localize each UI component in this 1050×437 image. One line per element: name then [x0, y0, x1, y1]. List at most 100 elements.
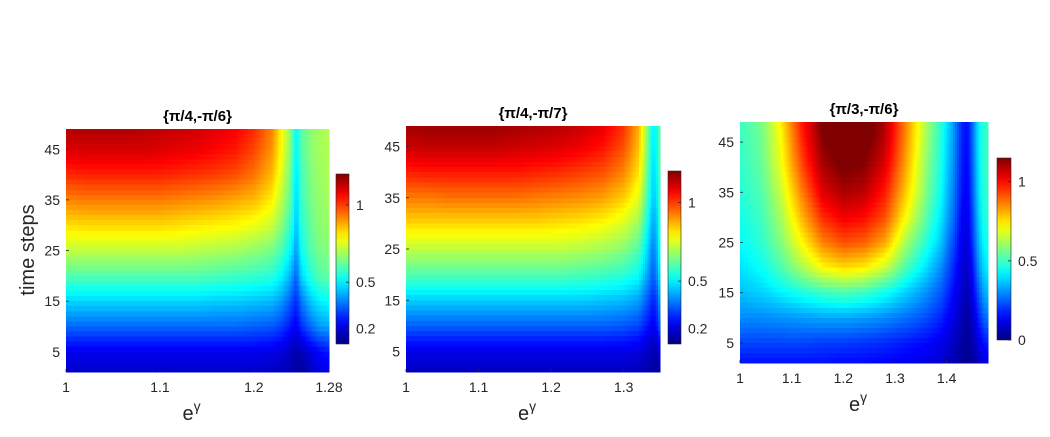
heatmap-cell: [212, 144, 216, 150]
heatmap-cell: [282, 159, 286, 166]
heatmap-cell: [114, 139, 118, 145]
heatmap-cell: [326, 240, 330, 247]
heatmap-cell: [140, 139, 144, 145]
heatmap-cell: [164, 149, 168, 155]
heatmap-cell: [221, 129, 225, 135]
heatmap-cell: [197, 129, 201, 135]
heatmap-cell: [269, 129, 273, 135]
heatmap-cell: [122, 164, 126, 171]
heatmap-cell: [68, 164, 71, 171]
heatmap-cell: [326, 285, 330, 292]
heatmap-cell: [147, 164, 150, 171]
heatmap-cell: [263, 134, 267, 140]
heatmap-cell: [309, 159, 313, 166]
heatmap-cell: [120, 134, 124, 140]
heatmap-cell: [138, 149, 142, 155]
heatmap-cell: [250, 149, 253, 155]
heatmap-cell: [232, 134, 236, 140]
heatmap-cell: [225, 134, 229, 140]
heatmap-cell: [129, 134, 133, 140]
heatmap-cell: [94, 159, 98, 166]
heatmap-cell: [125, 139, 128, 145]
heatmap-cell: [326, 235, 330, 241]
heatmap-cell: [98, 149, 102, 155]
heatmap-cell: [276, 129, 280, 135]
heatmap-cell: [107, 164, 111, 171]
heatmap-cell: [193, 164, 196, 171]
heatmap-cell: [133, 159, 137, 166]
heatmap-cell: [236, 144, 240, 150]
heatmap-cell: [107, 154, 111, 160]
heatmap-cell: [300, 149, 304, 155]
heatmap-cell: [188, 144, 192, 150]
heatmap-cell: [219, 134, 223, 140]
heatmap-cell: [120, 154, 124, 160]
heatmap-cell: [68, 154, 71, 160]
heatmap-cell: [144, 164, 148, 171]
heatmap-cell: [289, 129, 293, 135]
heatmap-cell: [225, 159, 229, 166]
heatmap-cell: [153, 134, 157, 140]
heatmap-cell: [188, 154, 192, 160]
heatmap-cell: [186, 129, 190, 135]
heatmap-cell: [158, 134, 161, 140]
heatmap-cell: [92, 154, 96, 160]
heatmap-cell: [206, 164, 210, 171]
heatmap-cell: [263, 149, 267, 155]
heatmap-cell: [208, 164, 212, 171]
heatmap-cell: [142, 159, 146, 166]
heatmap-cell: [74, 144, 78, 150]
heatmap-cell: [151, 134, 155, 140]
heatmap-cell: [149, 149, 153, 155]
heatmap-cell: [144, 144, 148, 150]
heatmap-cell: [131, 149, 135, 155]
heatmap-cell: [103, 134, 107, 140]
heatmap-cell: [144, 129, 148, 135]
heatmap-cell: [254, 134, 258, 140]
heatmap-cell: [103, 129, 107, 135]
heatmap-cell: [217, 149, 221, 155]
heatmap-cell: [199, 154, 203, 160]
heatmap-cell: [326, 220, 330, 226]
heatmap-cell: [173, 164, 177, 171]
heatmap-cell: [256, 154, 260, 160]
heatmap-cell: [206, 134, 210, 140]
heatmap-cell: [144, 139, 148, 145]
heatmap-cell: [217, 139, 221, 145]
heatmap-cell: [142, 164, 146, 171]
heatmap-cell: [125, 154, 128, 160]
heatmap-cell: [287, 134, 291, 140]
heatmap-cell: [122, 149, 126, 155]
heatmap-cell: [94, 164, 98, 171]
heatmap-cell: [149, 159, 153, 166]
heatmap-cell: [131, 134, 135, 140]
heatmap-cell: [155, 164, 159, 171]
heatmap-cell: [127, 159, 131, 166]
heatmap-cell: [215, 149, 218, 155]
heatmap-cell: [149, 144, 153, 150]
heatmap-cell: [147, 159, 150, 166]
heatmap-cell: [190, 149, 194, 155]
heatmap-cell: [252, 129, 256, 135]
heatmap-cell: [322, 149, 326, 155]
heatmap-cell: [193, 134, 196, 140]
heatmap-cell: [155, 159, 159, 166]
heatmap-cell: [315, 129, 319, 135]
heatmap-cell: [79, 154, 82, 160]
heatmap-cell: [177, 134, 181, 140]
heatmap-cell: [289, 139, 293, 145]
heatmap-cell: [138, 144, 142, 150]
heatmap-cell: [300, 154, 304, 160]
heatmap-cell: [326, 159, 330, 166]
heatmap-cell: [98, 129, 102, 135]
heatmap-cell: [70, 159, 74, 166]
heatmap-cell: [103, 154, 107, 160]
heatmap-cell: [326, 210, 330, 216]
heatmap-cell: [142, 134, 146, 140]
heatmap-cell: [256, 149, 260, 155]
heatmap-cell: [127, 164, 131, 171]
heatmap-cell: [201, 149, 205, 155]
heatmap-cell: [109, 144, 113, 150]
heatmap-cell: [232, 139, 236, 145]
